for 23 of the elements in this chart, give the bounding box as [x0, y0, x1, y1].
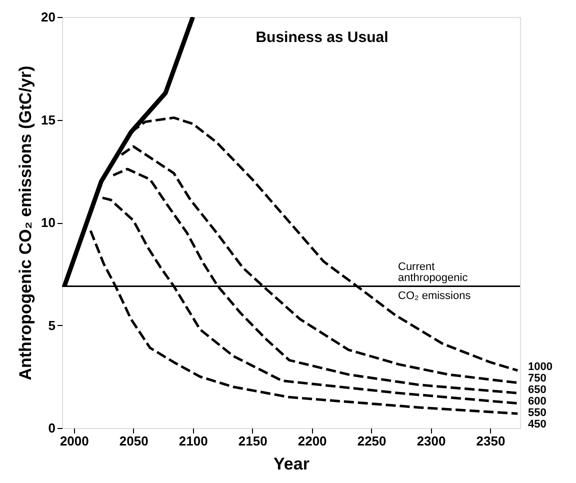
- y-tick-label: 15: [41, 112, 56, 128]
- y-tick-label: 10: [41, 215, 56, 230]
- text: 650: [528, 384, 546, 396]
- text: 450: [528, 418, 546, 430]
- ref-line-label: Current anthropogenic CO₂ emissions: [398, 261, 472, 302]
- x-tick-label: 2350: [476, 434, 506, 448]
- x-axis-title: Year: [274, 454, 310, 474]
- y-axis-title: Anthropogenic CO₂ emissions (GtC/yr): [16, 66, 36, 380]
- y-tick-label: 5: [48, 318, 56, 333]
- text: 600: [528, 396, 546, 408]
- x-tick-label: 2250: [357, 434, 386, 448]
- y-tick-label: 20: [41, 10, 56, 24]
- x-tick-label: 2150: [238, 434, 268, 448]
- x-tick-label: 2200: [298, 434, 327, 448]
- x-tick-label: 2300: [416, 434, 446, 448]
- text: 1000: [528, 361, 552, 373]
- annotation: Business as Usual: [256, 29, 388, 46]
- y-tick-label: 0: [48, 420, 56, 436]
- x-tick-label: 2100: [178, 434, 208, 448]
- text: 750: [528, 372, 546, 384]
- text: 550: [528, 407, 546, 419]
- x-tick-label: 2000: [60, 434, 89, 448]
- x-tick-label: 2050: [119, 434, 148, 448]
